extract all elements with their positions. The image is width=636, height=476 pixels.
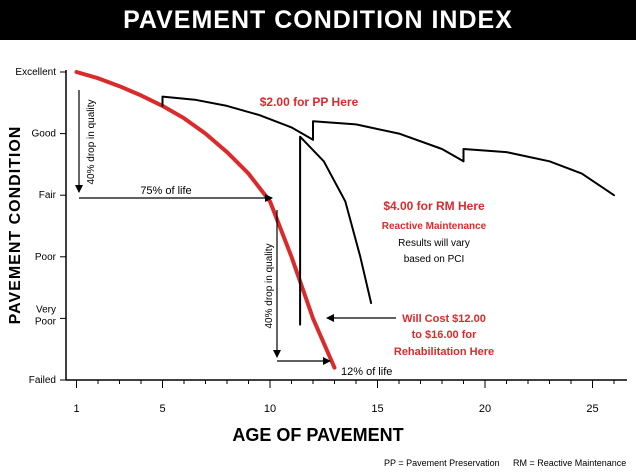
annotation-arrows (75, 90, 396, 365)
series-line-3 (462, 148, 615, 197)
y-tick-label: Excellent (15, 67, 56, 78)
reactive-label: Reactive Maintenance (382, 221, 487, 232)
rehab-label-2: to $16.00 for (412, 329, 478, 341)
rm-cost-label: $4.00 for RM Here (383, 199, 485, 213)
rehab-label-3: Rehabilitation Here (394, 346, 494, 358)
rehab-label-1: Will Cost $12.00 (402, 313, 486, 325)
life-75-label: 75% of life (140, 185, 191, 197)
series-line-red (74, 70, 337, 370)
series-line-2 (312, 120, 465, 163)
results-label-1: Results will vary (398, 238, 470, 249)
footer-rm: RM = Reactive Maintenance (513, 458, 626, 468)
x-tick-label: 25 (586, 403, 598, 415)
y-tick-label: Poor (35, 252, 57, 263)
y-tick-label: Very Poor (35, 304, 57, 327)
x-tick-label: 5 (159, 403, 165, 415)
x-tick-label: 1 (73, 403, 79, 415)
series-line-4 (299, 135, 373, 326)
annotation-texts: $2.00 for PP Here $4.00 for RM Here Reac… (86, 95, 494, 378)
y-tick-label: Good (32, 129, 56, 140)
pp-cost-label: $2.00 for PP Here (260, 95, 359, 109)
x-tick-label: 15 (371, 403, 383, 415)
y-tick-label: Fair (39, 190, 57, 201)
y-axis-title: PAVEMENT CONDITION (7, 126, 24, 325)
results-label-2: based on PCI (404, 254, 465, 265)
x-tick-label: 10 (264, 403, 276, 415)
x-axis-title: AGE OF PAVEMENT (232, 425, 403, 445)
chart-title: PAVEMENT CONDITION INDEX (0, 0, 636, 40)
life-12-label: 12% of life (341, 366, 392, 378)
series-line-1 (161, 95, 314, 141)
series-layer (74, 70, 615, 370)
x-tick-label: 20 (479, 403, 491, 415)
y-tick-label: Failed (29, 375, 56, 386)
y-ticks: Excellent Good Fair Poor Very Poor Failed (15, 67, 66, 386)
x-ticks: 1 5 10 15 20 25 (73, 380, 615, 415)
footer-pp: PP = Pavement Preservation (384, 458, 500, 468)
drop-label-right: 40% drop in quality (264, 243, 275, 328)
drop-label-left: 40% drop in quality (86, 99, 97, 184)
